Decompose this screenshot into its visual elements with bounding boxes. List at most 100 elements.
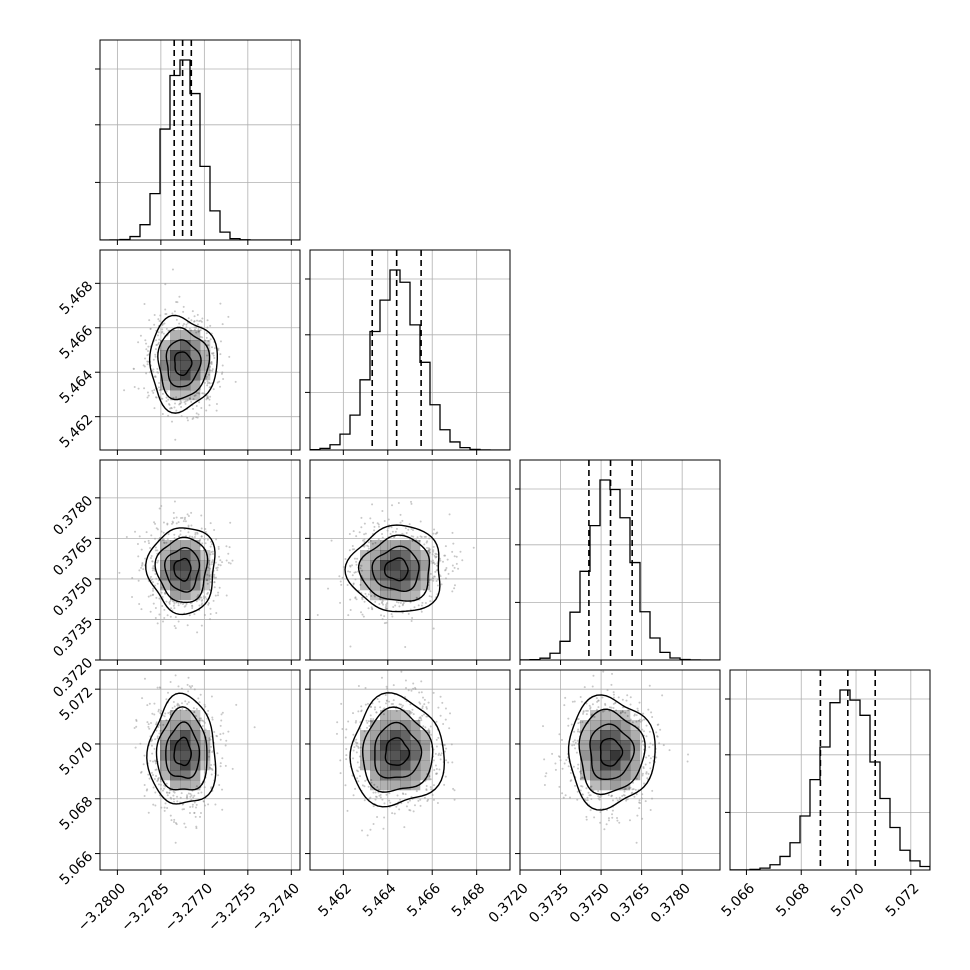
sample-point — [585, 818, 588, 821]
sample-point — [186, 419, 189, 422]
sample-point — [200, 599, 203, 602]
sample-point — [367, 720, 370, 723]
sample-point — [217, 563, 220, 566]
sample-point — [165, 313, 168, 316]
sample-point — [146, 721, 149, 724]
sample-point — [209, 581, 212, 584]
sample-point — [571, 744, 574, 747]
sample-point — [623, 794, 626, 797]
density-cell — [630, 740, 641, 751]
sample-point — [658, 742, 661, 745]
sample-point — [175, 300, 178, 303]
sample-point — [610, 706, 613, 709]
sample-point — [423, 543, 426, 546]
x-tick-label: 5.070 — [828, 880, 868, 920]
sample-point — [352, 530, 355, 533]
sample-point — [359, 746, 362, 749]
sample-point — [435, 738, 438, 741]
sample-point — [645, 772, 648, 775]
density-cell — [390, 570, 401, 581]
sample-point — [637, 719, 640, 722]
sample-point — [400, 670, 403, 673]
sample-point — [151, 752, 154, 755]
sample-point — [204, 530, 207, 533]
sample-point — [172, 511, 175, 514]
sample-point — [374, 706, 377, 709]
sample-point — [431, 793, 434, 796]
sample-point — [577, 767, 580, 770]
sample-point — [157, 710, 160, 713]
sample-point — [148, 319, 151, 322]
sample-point — [372, 791, 375, 794]
sample-point — [649, 757, 652, 760]
sample-point — [186, 399, 189, 402]
y-tick-label: 5.070 — [57, 739, 97, 779]
sample-point — [437, 754, 440, 757]
sample-point — [574, 741, 577, 744]
sample-point — [152, 358, 155, 361]
sample-point — [433, 563, 436, 566]
sample-point — [158, 597, 161, 600]
sample-point — [655, 731, 658, 734]
sample-point — [641, 740, 644, 743]
sample-point — [132, 367, 135, 370]
sample-point — [201, 719, 204, 722]
sample-point — [207, 803, 210, 806]
sample-point — [205, 409, 208, 412]
density-cell — [620, 720, 631, 731]
sample-point — [349, 645, 352, 648]
sample-point — [204, 339, 207, 342]
sample-point — [225, 559, 228, 562]
sample-point — [225, 594, 228, 597]
sample-point — [635, 720, 638, 723]
sample-point — [346, 809, 349, 812]
sample-point — [395, 805, 398, 808]
sample-point — [204, 705, 207, 708]
sample-point — [150, 744, 153, 747]
sample-point — [198, 320, 201, 323]
sample-point — [203, 538, 206, 541]
sample-point — [177, 685, 180, 688]
contour-level-4 — [145, 527, 216, 616]
sample-point — [150, 721, 153, 724]
density-cell — [190, 720, 201, 731]
sample-point — [143, 387, 146, 390]
sample-point — [165, 541, 168, 544]
density-cell — [360, 560, 371, 571]
sample-point — [150, 534, 153, 537]
density-cell — [380, 570, 391, 581]
sample-point — [459, 550, 462, 553]
sample-point — [631, 721, 634, 724]
sample-point — [645, 771, 648, 774]
sample-point — [210, 745, 213, 748]
density-cell — [190, 570, 201, 581]
sample-point — [228, 546, 231, 549]
sample-point — [364, 532, 367, 535]
sample-point — [152, 760, 155, 763]
sample-point — [635, 841, 638, 844]
sample-point — [184, 402, 187, 405]
sample-point — [385, 621, 388, 624]
sample-point — [203, 786, 206, 789]
density-cell — [400, 710, 411, 721]
sample-point — [158, 686, 161, 689]
sample-point — [384, 606, 387, 609]
y-tick-label: 0.3750 — [50, 574, 96, 620]
sample-point — [174, 627, 177, 630]
sample-point — [208, 737, 211, 740]
sample-point — [166, 538, 169, 541]
sample-point — [219, 564, 222, 567]
sample-point — [367, 607, 370, 610]
sample-point — [161, 324, 164, 327]
sample-point — [655, 756, 658, 759]
sample-point — [156, 528, 159, 531]
sample-point — [183, 322, 186, 325]
sample-point — [636, 707, 639, 710]
sample-point — [571, 700, 574, 703]
sample-point — [444, 718, 447, 721]
sample-point — [439, 754, 442, 757]
sample-point — [219, 559, 222, 562]
sample-point — [204, 728, 207, 731]
sample-point — [163, 616, 166, 619]
sample-point — [441, 560, 444, 563]
